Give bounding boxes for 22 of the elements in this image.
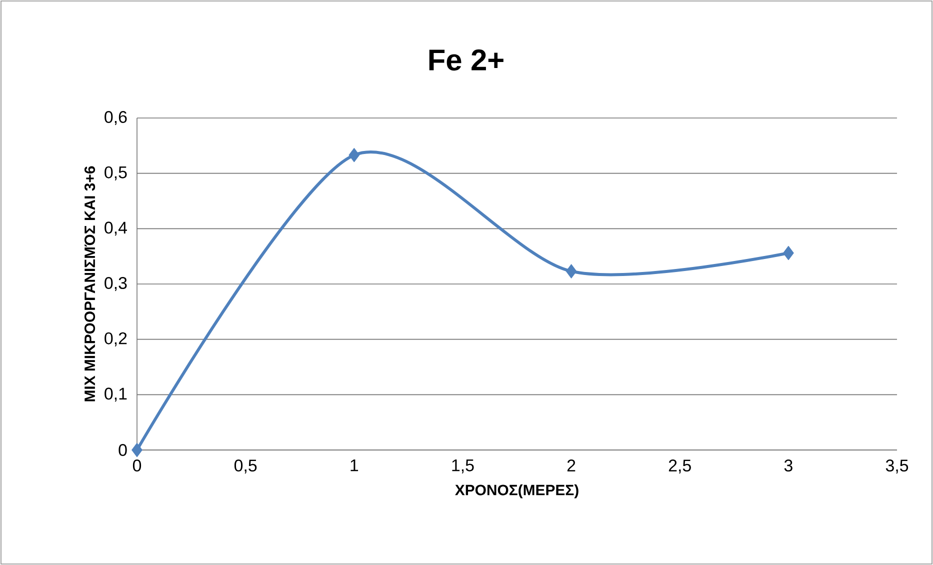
x-tick-label: 1,5 bbox=[452, 460, 474, 474]
y-tick-label: 0,1 bbox=[104, 388, 127, 402]
point bbox=[782, 246, 794, 260]
x-tick-label: 2,5 bbox=[668, 460, 691, 474]
y-tick-label: 0,4 bbox=[104, 222, 127, 236]
y-tick-label: 0,3 bbox=[104, 277, 127, 291]
y-tick-label: 0,6 bbox=[104, 111, 127, 125]
x-tick-label: 3,5 bbox=[886, 460, 908, 474]
x-tick-label: 0,5 bbox=[234, 460, 257, 474]
y-tick-label: 0,2 bbox=[104, 332, 127, 346]
x-tick-label: 3 bbox=[784, 460, 792, 472]
point bbox=[132, 442, 142, 458]
x-tick-label: 0 bbox=[132, 460, 142, 472]
x-tick-label: 2 bbox=[567, 460, 576, 472]
y-tick-label: 0,5 bbox=[104, 166, 127, 180]
x-axis-title: ΧΡΟΝΟΣ(ΜΕΡΕΣ) bbox=[455, 484, 578, 498]
y-axis-title: MIX ΜΙΚΡΟΟΡΓΑΝΙΣΜΌΣ ΚΑΙ 3+6 bbox=[84, 166, 96, 402]
chart-title: Fe 2+ bbox=[429, 49, 504, 71]
point bbox=[566, 264, 577, 278]
x-tick-label: 1 bbox=[350, 460, 358, 472]
y-tick-label: 0 bbox=[118, 444, 127, 456]
point bbox=[348, 148, 360, 162]
